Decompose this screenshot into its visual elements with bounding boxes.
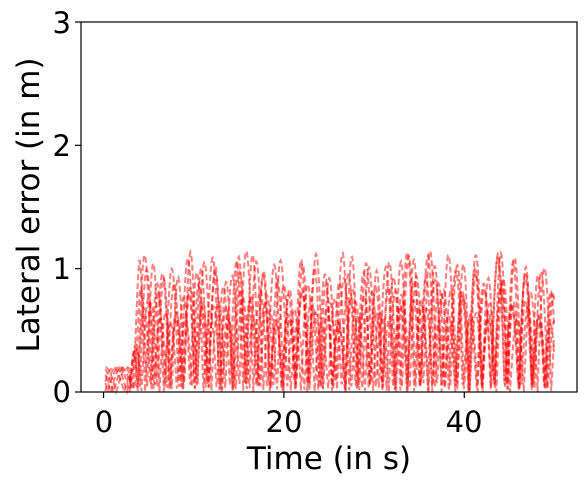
x-ticks	[102, 392, 465, 398]
x-axis-label: Time (in s)	[246, 441, 411, 477]
y-tick-label: 0	[53, 375, 71, 409]
y-ticks	[75, 21, 81, 393]
x-tick-label: 20	[266, 405, 303, 439]
y-tick-label: 1	[53, 252, 71, 286]
x-axis: 0 20 40 Time (in s)	[95, 392, 483, 477]
y-axis: 0 1 2 3 Lateral error (in m)	[11, 6, 81, 409]
series-line	[104, 250, 556, 395]
x-tick-label: 0	[95, 405, 113, 439]
y-tick-label: 2	[53, 129, 71, 163]
plot-frame	[80, 21, 578, 393]
y-axis-label: Lateral error (in m)	[11, 57, 47, 352]
y-tick-label: 3	[53, 6, 71, 40]
series-line	[104, 248, 556, 396]
series-group	[104, 248, 556, 396]
x-tick-label: 40	[446, 405, 483, 439]
